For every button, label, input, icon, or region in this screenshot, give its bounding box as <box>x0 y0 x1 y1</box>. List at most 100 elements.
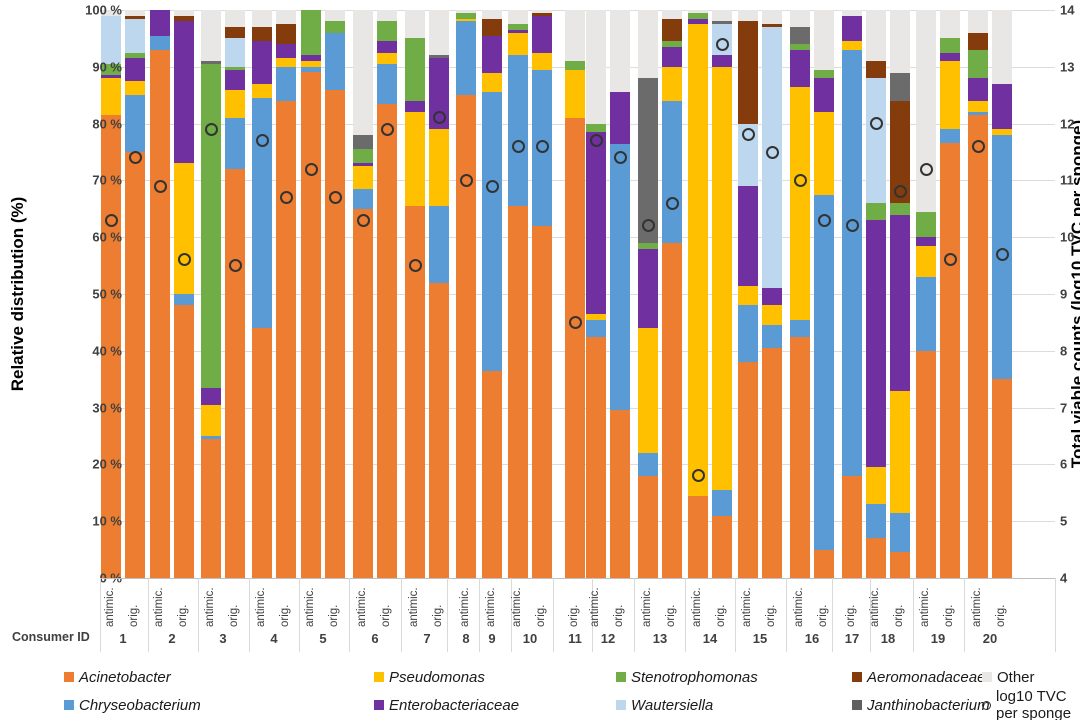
bar-segment-enterobacteriaceae <box>940 52 960 62</box>
consumer-number: 17 <box>844 631 860 646</box>
bar-segment-chryseobacterium <box>225 117 245 170</box>
bar-label: orig. <box>177 604 189 627</box>
bar-segment-janthinobacterium <box>712 21 732 25</box>
bar-label: antimic. <box>869 587 881 627</box>
tvc-marker <box>943 253 957 267</box>
bar-segment-acinetobacter <box>150 49 170 578</box>
bar-segment-acinetobacter <box>968 115 988 578</box>
group-separator <box>634 578 635 652</box>
bar-segment-acinetobacter <box>738 362 758 578</box>
bar-consumer-1-orig <box>125 10 145 578</box>
tvc-marker <box>485 179 499 193</box>
tvc-marker <box>971 139 985 153</box>
legend-swatch-icon <box>374 700 384 710</box>
consumer-number: 18 <box>880 631 896 646</box>
group-separator <box>832 578 833 652</box>
bar-label: orig. <box>765 604 777 627</box>
bar-segment-chryseobacterium <box>712 489 732 516</box>
bar-segment-acinetobacter <box>790 336 810 578</box>
bar-segment-aeromonadaceae <box>968 32 988 50</box>
consumer-number: 10 <box>522 631 538 646</box>
bar-segment-pseudomonas <box>276 58 296 67</box>
bar-segment-enterobacteriaceae <box>712 55 732 67</box>
bar-consumer-14-orig <box>712 10 732 578</box>
bar-segment-acinetobacter <box>916 350 936 578</box>
tvc-marker <box>408 259 422 273</box>
bar-label: antimic. <box>511 587 523 627</box>
bar-consumer-16-antimic <box>790 10 810 578</box>
bar-segment-pseudomonas <box>508 32 528 56</box>
bar-label: orig. <box>715 604 727 627</box>
bar-segment-enterobacteriaceae <box>688 18 708 25</box>
tvc-marker <box>641 219 655 233</box>
bar-segment-enterobacteriaceae <box>762 288 782 306</box>
bar-segment-chryseobacterium <box>174 294 194 306</box>
tvc-marker <box>869 117 883 131</box>
bar-segment-enterobacteriaceae <box>353 163 373 167</box>
bar-label: orig. <box>228 604 240 627</box>
legend-item-enterobacteriaceae: Enterobacteriaceae <box>374 696 519 714</box>
consumer-number: 13 <box>652 631 668 646</box>
bar-label: orig. <box>279 604 291 627</box>
tvc-marker <box>568 315 582 329</box>
bar-segment-other <box>890 10 910 73</box>
bar-segment-stenotrophomonas <box>201 64 221 388</box>
tvc-marker <box>613 151 627 165</box>
bar-label: antimic. <box>408 587 420 627</box>
bar-segment-acinetobacter <box>992 379 1012 578</box>
bar-segment-enterobacteriaceae <box>150 10 170 36</box>
left-axis-tick: 100 % <box>85 2 122 18</box>
bar-consumer-2-antimic <box>150 10 170 578</box>
bar-segment-chryseobacterium <box>814 194 834 550</box>
bar-label: antimic. <box>971 587 983 627</box>
tvc-marker <box>741 128 755 142</box>
bar-consumer-15-antimic <box>738 10 758 578</box>
bar-consumer-7-orig <box>429 10 449 578</box>
bar-consumer-17-orig <box>842 10 862 578</box>
bar-segment-pseudomonas <box>940 61 960 130</box>
open-circle-icon <box>982 700 991 710</box>
right-axis-tick: 10 <box>1060 229 1075 245</box>
bar-segment-chryseobacterium <box>842 49 862 476</box>
tvc-marker <box>715 37 729 51</box>
bar-segment-acinetobacter <box>482 370 502 578</box>
bar-label: orig. <box>432 604 444 627</box>
bar-segment-wautersiella <box>738 123 758 187</box>
bar-segment-other <box>688 10 708 13</box>
bar-segment-stenotrophomonas <box>353 149 373 164</box>
bar-consumer-7-antimic <box>405 10 425 578</box>
group-separator <box>735 578 736 652</box>
bar-segment-acinetobacter <box>814 549 834 578</box>
tvc-marker <box>228 259 242 273</box>
right-axis-tick: 14 <box>1060 2 1075 18</box>
bar-segment-pseudomonas <box>688 24 708 496</box>
bar-segment-other <box>252 10 272 28</box>
legend-label: Stenotrophomonas <box>631 668 758 686</box>
x-axis-line <box>100 578 1055 579</box>
left-axis-tick: 90 % <box>92 59 122 75</box>
bar-segment-enterobacteriaceae <box>201 387 221 405</box>
consumer-number: 9 <box>488 631 496 646</box>
legend-label: Pseudomonas <box>389 668 485 686</box>
bar-segment-enterobacteriaceae <box>992 83 1012 130</box>
bar-consumer-8-antimic <box>456 10 476 578</box>
bar-label: orig. <box>943 604 955 627</box>
bar-segment-acinetobacter <box>842 475 862 578</box>
bar-segment-acinetobacter <box>712 515 732 578</box>
legend-label: Enterobacteriaceae <box>389 696 520 714</box>
bar-segment-chryseobacterium <box>150 35 170 50</box>
bar-label: antimic. <box>793 587 805 627</box>
bar-segment-chryseobacterium <box>762 325 782 348</box>
bar-segment-enterobacteriaceae <box>101 75 121 79</box>
legend-item-wautersiella: Wautersiella <box>616 696 713 714</box>
bar-segment-aeromonadaceae <box>532 12 552 16</box>
bar-segment-enterobacteriaceae <box>532 15 552 53</box>
bar-segment-chryseobacterium <box>508 55 528 206</box>
legend-swatch-icon <box>616 672 626 682</box>
group-separator <box>100 578 101 652</box>
bar-consumer-13-antimic <box>638 10 658 578</box>
bar-consumer-19-orig <box>940 10 960 578</box>
bar-segment-acinetobacter <box>532 225 552 578</box>
right-axis-tick: 12 <box>1060 116 1075 132</box>
